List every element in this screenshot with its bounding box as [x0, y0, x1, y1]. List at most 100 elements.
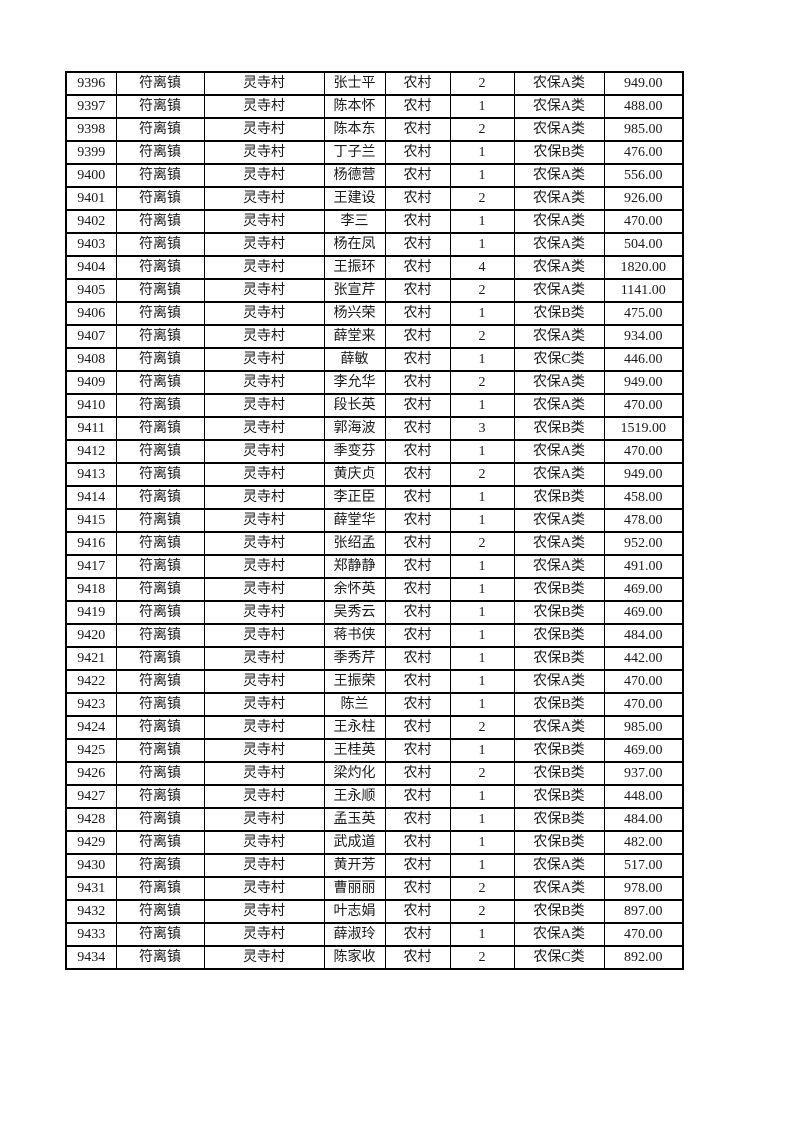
- cell-type: 农村: [384, 646, 451, 671]
- cell-id: 9401: [65, 186, 117, 211]
- table-row: 9419 符离镇 灵寺村 吴秀云 农村 1 农保B类 469.00: [65, 600, 684, 625]
- cell-category: 农保A类: [513, 186, 605, 211]
- cell-amount: 442.00: [603, 646, 684, 671]
- cell-amount: 458.00: [603, 485, 684, 510]
- cell-id: 9404: [65, 255, 117, 280]
- cell-id: 9406: [65, 301, 117, 326]
- cell-name: 王建设: [323, 186, 386, 211]
- table-row: 9424 符离镇 灵寺村 王永柱 农村 2 农保A类 985.00: [65, 715, 684, 740]
- cell-name: 季变芬: [323, 439, 386, 464]
- cell-category: 农保A类: [513, 853, 605, 878]
- table-row: 9427 符离镇 灵寺村 王永顺 农村 1 农保B类 448.00: [65, 784, 684, 809]
- cell-town: 符离镇: [115, 255, 205, 280]
- cell-count: 2: [449, 761, 515, 786]
- cell-town: 符离镇: [115, 531, 205, 556]
- cell-amount: 491.00: [603, 554, 684, 579]
- cell-count: 2: [449, 370, 515, 395]
- cell-amount: 504.00: [603, 232, 684, 257]
- cell-town: 符离镇: [115, 416, 205, 441]
- cell-town: 符离镇: [115, 945, 205, 970]
- cell-amount: 470.00: [603, 439, 684, 464]
- cell-town: 符离镇: [115, 232, 205, 257]
- cell-category: 农保A类: [513, 163, 605, 188]
- cell-name: 季秀芹: [323, 646, 386, 671]
- cell-town: 符离镇: [115, 876, 205, 901]
- cell-town: 符离镇: [115, 577, 205, 602]
- cell-type: 农村: [384, 186, 451, 211]
- cell-name: 叶志娟: [323, 899, 386, 924]
- cell-amount: 949.00: [603, 370, 684, 395]
- cell-village: 灵寺村: [203, 347, 325, 372]
- cell-type: 农村: [384, 807, 451, 832]
- cell-category: 农保A类: [513, 71, 605, 96]
- cell-id: 9421: [65, 646, 117, 671]
- cell-category: 农保B类: [513, 416, 605, 441]
- cell-type: 农村: [384, 94, 451, 119]
- cell-id: 9430: [65, 853, 117, 878]
- cell-id: 9414: [65, 485, 117, 510]
- cell-category: 农保A类: [513, 715, 605, 740]
- table-row: 9415 符离镇 灵寺村 薛堂华 农村 1 农保A类 478.00: [65, 508, 684, 533]
- cell-village: 灵寺村: [203, 324, 325, 349]
- table-row: 9402 符离镇 灵寺村 李三 农村 1 农保A类 470.00: [65, 209, 684, 234]
- cell-village: 灵寺村: [203, 623, 325, 648]
- cell-category: 农保B类: [513, 485, 605, 510]
- table-row: 9400 符离镇 灵寺村 杨德营 农村 1 农保A类 556.00: [65, 163, 684, 188]
- cell-amount: 978.00: [603, 876, 684, 901]
- table-row: 9396 符离镇 灵寺村 张士平 农村 2 农保A类 949.00: [65, 71, 684, 96]
- cell-id: 9411: [65, 416, 117, 441]
- cell-count: 1: [449, 209, 515, 234]
- cell-category: 农保B类: [513, 600, 605, 625]
- cell-amount: 1519.00: [603, 416, 684, 441]
- cell-amount: 475.00: [603, 301, 684, 326]
- cell-village: 灵寺村: [203, 232, 325, 257]
- cell-name: 黄开芳: [323, 853, 386, 878]
- cell-name: 郑静静: [323, 554, 386, 579]
- cell-id: 9402: [65, 209, 117, 234]
- cell-name: 张宣芹: [323, 278, 386, 303]
- table-row: 9404 符离镇 灵寺村 王振环 农村 4 农保A类 1820.00: [65, 255, 684, 280]
- table-row: 9409 符离镇 灵寺村 李允华 农村 2 农保A类 949.00: [65, 370, 684, 395]
- table-row: 9399 符离镇 灵寺村 丁子兰 农村 1 农保B类 476.00: [65, 140, 684, 165]
- cell-category: 农保B类: [513, 761, 605, 786]
- cell-town: 符离镇: [115, 140, 205, 165]
- cell-type: 农村: [384, 324, 451, 349]
- cell-amount: 934.00: [603, 324, 684, 349]
- cell-type: 农村: [384, 876, 451, 901]
- cell-village: 灵寺村: [203, 876, 325, 901]
- table-row: 9425 符离镇 灵寺村 王桂英 农村 1 农保B类 469.00: [65, 738, 684, 763]
- cell-count: 2: [449, 462, 515, 487]
- cell-id: 9433: [65, 922, 117, 947]
- cell-category: 农保A类: [513, 324, 605, 349]
- cell-name: 陈兰: [323, 692, 386, 717]
- cell-id: 9423: [65, 692, 117, 717]
- cell-village: 灵寺村: [203, 255, 325, 280]
- cell-amount: 478.00: [603, 508, 684, 533]
- cell-type: 农村: [384, 945, 451, 970]
- cell-count: 1: [449, 485, 515, 510]
- cell-town: 符离镇: [115, 508, 205, 533]
- cell-name: 曹丽丽: [323, 876, 386, 901]
- cell-count: 1: [449, 393, 515, 418]
- cell-category: 农保A类: [513, 232, 605, 257]
- cell-village: 灵寺村: [203, 600, 325, 625]
- cell-category: 农保A类: [513, 94, 605, 119]
- cell-id: 9413: [65, 462, 117, 487]
- cell-name: 李允华: [323, 370, 386, 395]
- cell-count: 1: [449, 347, 515, 372]
- cell-id: 9417: [65, 554, 117, 579]
- records-table: 9396 符离镇 灵寺村 张士平 农村 2 农保A类 949.00 9397 符离镇 灵寺村 陈本怀农…: [65, 71, 684, 970]
- cell-type: 农村: [384, 255, 451, 280]
- cell-count: 1: [449, 669, 515, 694]
- table-row: 9407 符离镇 灵寺村 薛堂来 农村 2 农保A类 934.00: [65, 324, 684, 349]
- cell-id: 9415: [65, 508, 117, 533]
- cell-town: 符离镇: [115, 94, 205, 119]
- cell-name: 张绍孟: [323, 531, 386, 556]
- cell-type: 农村: [384, 209, 451, 234]
- cell-type: 农村: [384, 508, 451, 533]
- table-row: 9431 符离镇 灵寺村 曹丽丽 农村 2 农保A类 978.00: [65, 876, 684, 901]
- table-row: 9401 符离镇 灵寺村 王建设 农村 2 农保A类 926.00: [65, 186, 684, 211]
- table-body: 9396 符离镇 灵寺村 张士平 农村 2 农保A类 949.00 9397 符离镇 灵寺村 陈本怀农…: [65, 71, 684, 970]
- cell-id: 9397: [65, 94, 117, 119]
- cell-amount: 470.00: [603, 393, 684, 418]
